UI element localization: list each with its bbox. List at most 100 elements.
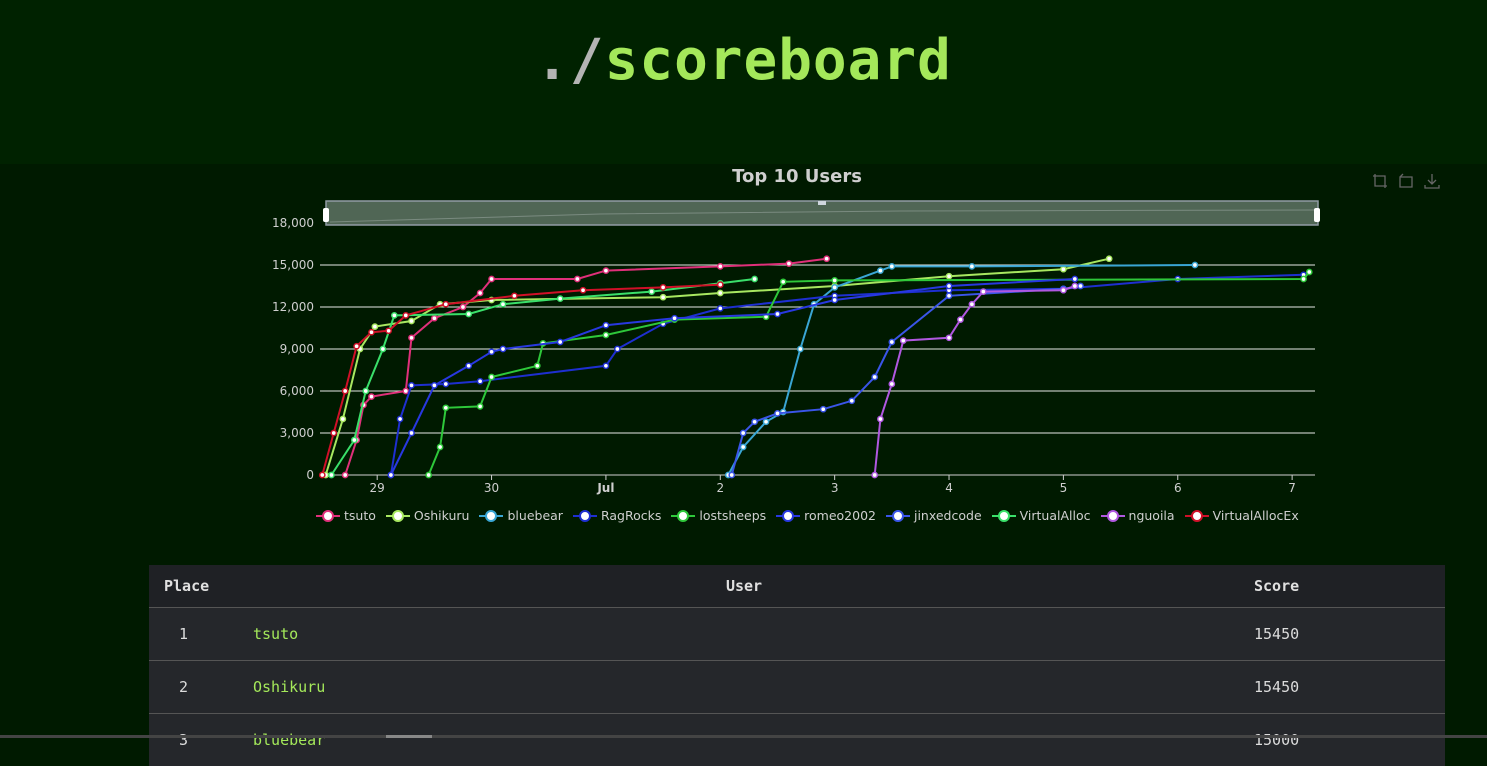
data-zoom-handle-right (1314, 208, 1320, 222)
legend-item-lostsheeps[interactable]: lostsheeps (671, 508, 766, 523)
data-point-RagRocks (409, 383, 414, 388)
data-point-VirtualAllocEx (443, 302, 448, 307)
data-point-Oshikuru (718, 290, 723, 295)
data-point-jinxedcode (889, 339, 894, 344)
table-row: 1 tsuto 15450 (149, 608, 1445, 661)
legend-label: nguoila (1129, 508, 1175, 523)
column-header-score[interactable]: Score (1253, 565, 1445, 608)
row-user-link[interactable]: bluebear (235, 714, 1253, 766)
legend-swatch-icon (573, 509, 597, 523)
legend-item-RagRocks[interactable]: RagRocks (573, 508, 661, 523)
zoom-icon[interactable] (1371, 172, 1389, 190)
data-point-romeo2002 (388, 472, 393, 477)
series-line-bluebear (728, 265, 1195, 475)
series-line-nguoila (875, 286, 1075, 475)
data-point-lostsheeps (832, 278, 837, 283)
legend-item-jinxedcode[interactable]: jinxedcode (886, 508, 982, 523)
data-point-nguoila (969, 302, 974, 307)
legend-item-nguoila[interactable]: nguoila (1101, 508, 1175, 523)
row-score: 15000 (1253, 714, 1445, 766)
data-point-Oshikuru (1107, 256, 1112, 261)
data-point-bluebear (741, 444, 746, 449)
x-tick-label: 4 (945, 481, 953, 495)
data-point-nguoila (1072, 283, 1077, 288)
legend-item-bluebear[interactable]: bluebear (479, 508, 562, 523)
row-place: 2 (149, 661, 235, 714)
y-tick-label: 18,000 (272, 216, 314, 230)
data-point-VirtualAllocEx (343, 388, 348, 393)
data-point-lostsheeps (1301, 276, 1306, 281)
data-point-romeo2002 (775, 311, 780, 316)
chart-toolbox (1371, 172, 1441, 190)
data-point-VirtualAllocEx (580, 288, 585, 293)
data-point-Oshikuru (409, 318, 414, 323)
legend-item-VirtualAllocEx[interactable]: VirtualAllocEx (1185, 508, 1299, 523)
data-point-tsuto (369, 394, 374, 399)
row-user-link[interactable]: Oshikuru (235, 661, 1253, 714)
data-point-VirtualAllocEx (403, 313, 408, 318)
x-tick-label: 29 (370, 481, 385, 495)
legend-swatch-icon (992, 509, 1016, 523)
data-point-nguoila (981, 289, 986, 294)
data-point-jinxedcode (752, 419, 757, 424)
data-point-nguoila (946, 335, 951, 340)
data-point-tsuto (432, 316, 437, 321)
data-point-VirtualAlloc (352, 437, 357, 442)
data-point-nguoila (901, 338, 906, 343)
data-point-RagRocks (443, 381, 448, 386)
row-place: 3 (149, 714, 235, 766)
data-point-tsuto (603, 268, 608, 273)
series-line-jinxedcode (732, 286, 1081, 475)
data-point-VirtualAllocEx (354, 344, 359, 349)
data-point-VirtualAllocEx (718, 282, 723, 287)
data-point-romeo2002 (832, 297, 837, 302)
data-point-romeo2002 (603, 323, 608, 328)
legend-swatch-icon (386, 509, 410, 523)
column-header-user[interactable]: User (235, 565, 1253, 608)
data-point-RagRocks (478, 379, 483, 384)
row-user-link[interactable]: tsuto (235, 608, 1253, 661)
legend-item-tsuto[interactable]: tsuto (316, 508, 376, 523)
data-point-VirtualAllocEx (331, 430, 336, 435)
data-point-tsuto (786, 261, 791, 266)
legend-item-Oshikuru[interactable]: Oshikuru (386, 508, 470, 523)
column-header-place[interactable]: Place (149, 565, 235, 608)
data-point-lostsheeps (489, 374, 494, 379)
data-point-romeo2002 (489, 349, 494, 354)
data-point-VirtualAlloc (380, 346, 385, 351)
data-point-nguoila (872, 472, 877, 477)
data-point-tsuto (575, 276, 580, 281)
data-point-nguoila (878, 416, 883, 421)
data-point-VirtualAlloc (466, 311, 471, 316)
data-point-lostsheeps (535, 363, 540, 368)
y-tick-label: 15,000 (272, 258, 314, 272)
data-point-bluebear (878, 268, 883, 273)
data-point-RagRocks (397, 416, 402, 421)
data-point-jinxedcode (849, 398, 854, 403)
restore-icon[interactable] (1397, 172, 1415, 190)
data-point-romeo2002 (1072, 276, 1077, 281)
download-icon[interactable] (1423, 172, 1441, 190)
series-line-lostsheeps (429, 272, 1310, 475)
x-tick-label: 7 (1288, 481, 1296, 495)
data-point-jinxedcode (775, 411, 780, 416)
row-score: 15450 (1253, 661, 1445, 714)
data-point-Oshikuru (372, 324, 377, 329)
data-point-jinxedcode (729, 472, 734, 477)
data-point-bluebear (1192, 262, 1197, 267)
data-point-VirtualAlloc (392, 313, 397, 318)
data-point-lostsheeps (426, 472, 431, 477)
y-tick-label: 3,000 (280, 426, 314, 440)
data-point-bluebear (832, 285, 837, 290)
data-point-jinxedcode (741, 430, 746, 435)
chart-title: Top 10 Users (600, 166, 994, 187)
table-row: 3 bluebear 15000 (149, 714, 1445, 766)
legend-item-VirtualAlloc[interactable]: VirtualAlloc (992, 508, 1091, 523)
data-point-nguoila (889, 381, 894, 386)
data-point-tsuto (489, 276, 494, 281)
data-point-jinxedcode (821, 407, 826, 412)
legend-item-romeo2002[interactable]: romeo2002 (776, 508, 876, 523)
data-point-jinxedcode (872, 374, 877, 379)
y-tick-label: 9,000 (280, 342, 314, 356)
data-point-lostsheeps (781, 279, 786, 284)
